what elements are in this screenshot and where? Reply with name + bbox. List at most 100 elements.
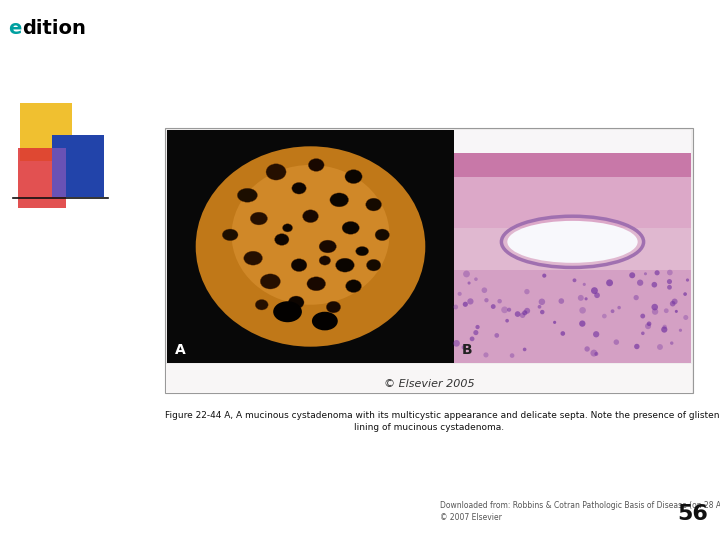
Circle shape <box>463 302 468 307</box>
Circle shape <box>483 353 489 357</box>
Circle shape <box>595 352 598 356</box>
Text: lining of mucinous cystadenoma.: lining of mucinous cystadenoma. <box>354 423 504 432</box>
Ellipse shape <box>346 280 361 293</box>
Circle shape <box>645 323 651 329</box>
Bar <box>166 364 692 393</box>
Circle shape <box>454 305 458 309</box>
Circle shape <box>634 344 639 349</box>
Circle shape <box>679 329 682 332</box>
Circle shape <box>467 298 474 305</box>
Ellipse shape <box>508 221 638 263</box>
Ellipse shape <box>319 256 330 265</box>
Bar <box>454 228 691 270</box>
Text: e: e <box>8 18 22 37</box>
Ellipse shape <box>292 183 306 194</box>
Bar <box>20 103 72 161</box>
Circle shape <box>579 320 585 327</box>
Circle shape <box>467 281 471 285</box>
Circle shape <box>578 295 584 301</box>
Circle shape <box>463 271 470 278</box>
Ellipse shape <box>308 159 324 171</box>
Circle shape <box>657 344 663 350</box>
Circle shape <box>617 306 621 309</box>
Circle shape <box>458 292 462 296</box>
Circle shape <box>637 280 643 286</box>
Ellipse shape <box>222 229 238 241</box>
Ellipse shape <box>326 301 341 313</box>
Text: 56: 56 <box>677 504 708 524</box>
Circle shape <box>474 278 478 281</box>
Ellipse shape <box>260 274 280 289</box>
Text: Downloaded from: Robbins & Cotran Pathologic Basis of Disease (on 28 April 2008 : Downloaded from: Robbins & Cotran Pathol… <box>440 501 720 510</box>
Circle shape <box>553 321 557 324</box>
Circle shape <box>559 298 564 304</box>
Circle shape <box>667 285 672 289</box>
Ellipse shape <box>266 164 286 180</box>
Text: dition: dition <box>22 18 86 37</box>
Circle shape <box>606 279 613 286</box>
Circle shape <box>507 308 511 312</box>
Circle shape <box>505 319 509 322</box>
Ellipse shape <box>274 234 289 245</box>
Circle shape <box>667 279 672 284</box>
Ellipse shape <box>319 240 336 253</box>
Ellipse shape <box>366 198 382 211</box>
Circle shape <box>572 279 577 282</box>
Circle shape <box>662 325 667 329</box>
Ellipse shape <box>196 146 426 347</box>
Circle shape <box>580 307 586 314</box>
Circle shape <box>667 269 672 275</box>
Ellipse shape <box>336 258 354 272</box>
Circle shape <box>664 308 669 313</box>
Circle shape <box>501 307 508 313</box>
Circle shape <box>602 314 607 319</box>
Ellipse shape <box>282 224 292 232</box>
Circle shape <box>538 305 541 309</box>
Ellipse shape <box>302 210 318 222</box>
Ellipse shape <box>366 259 381 271</box>
Text: B: B <box>462 343 472 357</box>
Ellipse shape <box>251 212 267 225</box>
Circle shape <box>515 311 521 317</box>
Circle shape <box>482 287 487 293</box>
Circle shape <box>522 310 527 315</box>
Ellipse shape <box>307 277 325 291</box>
Text: A: A <box>175 343 186 357</box>
Circle shape <box>670 301 675 307</box>
Circle shape <box>523 348 526 352</box>
Circle shape <box>594 293 600 298</box>
Circle shape <box>524 308 530 314</box>
Ellipse shape <box>342 221 359 234</box>
Bar <box>454 177 691 228</box>
Circle shape <box>540 310 544 314</box>
Ellipse shape <box>273 301 302 322</box>
Circle shape <box>510 353 514 358</box>
Circle shape <box>539 299 545 305</box>
Circle shape <box>640 314 645 319</box>
Circle shape <box>647 321 652 326</box>
Circle shape <box>634 295 639 300</box>
Circle shape <box>652 282 657 287</box>
Bar <box>454 153 691 177</box>
Bar <box>167 130 454 363</box>
Circle shape <box>491 304 495 309</box>
Bar <box>52 135 104 197</box>
Ellipse shape <box>375 229 390 241</box>
Ellipse shape <box>232 165 390 305</box>
Bar <box>18 148 66 208</box>
Circle shape <box>498 299 502 303</box>
Circle shape <box>675 310 678 313</box>
Circle shape <box>652 308 658 315</box>
Circle shape <box>591 287 598 294</box>
Circle shape <box>473 330 478 335</box>
Circle shape <box>585 297 588 300</box>
Circle shape <box>590 349 598 356</box>
Circle shape <box>611 309 614 313</box>
Ellipse shape <box>330 193 348 207</box>
Circle shape <box>582 283 586 286</box>
Circle shape <box>661 327 667 333</box>
Circle shape <box>560 331 565 336</box>
Circle shape <box>593 331 599 338</box>
Circle shape <box>613 339 619 345</box>
Ellipse shape <box>356 246 369 256</box>
